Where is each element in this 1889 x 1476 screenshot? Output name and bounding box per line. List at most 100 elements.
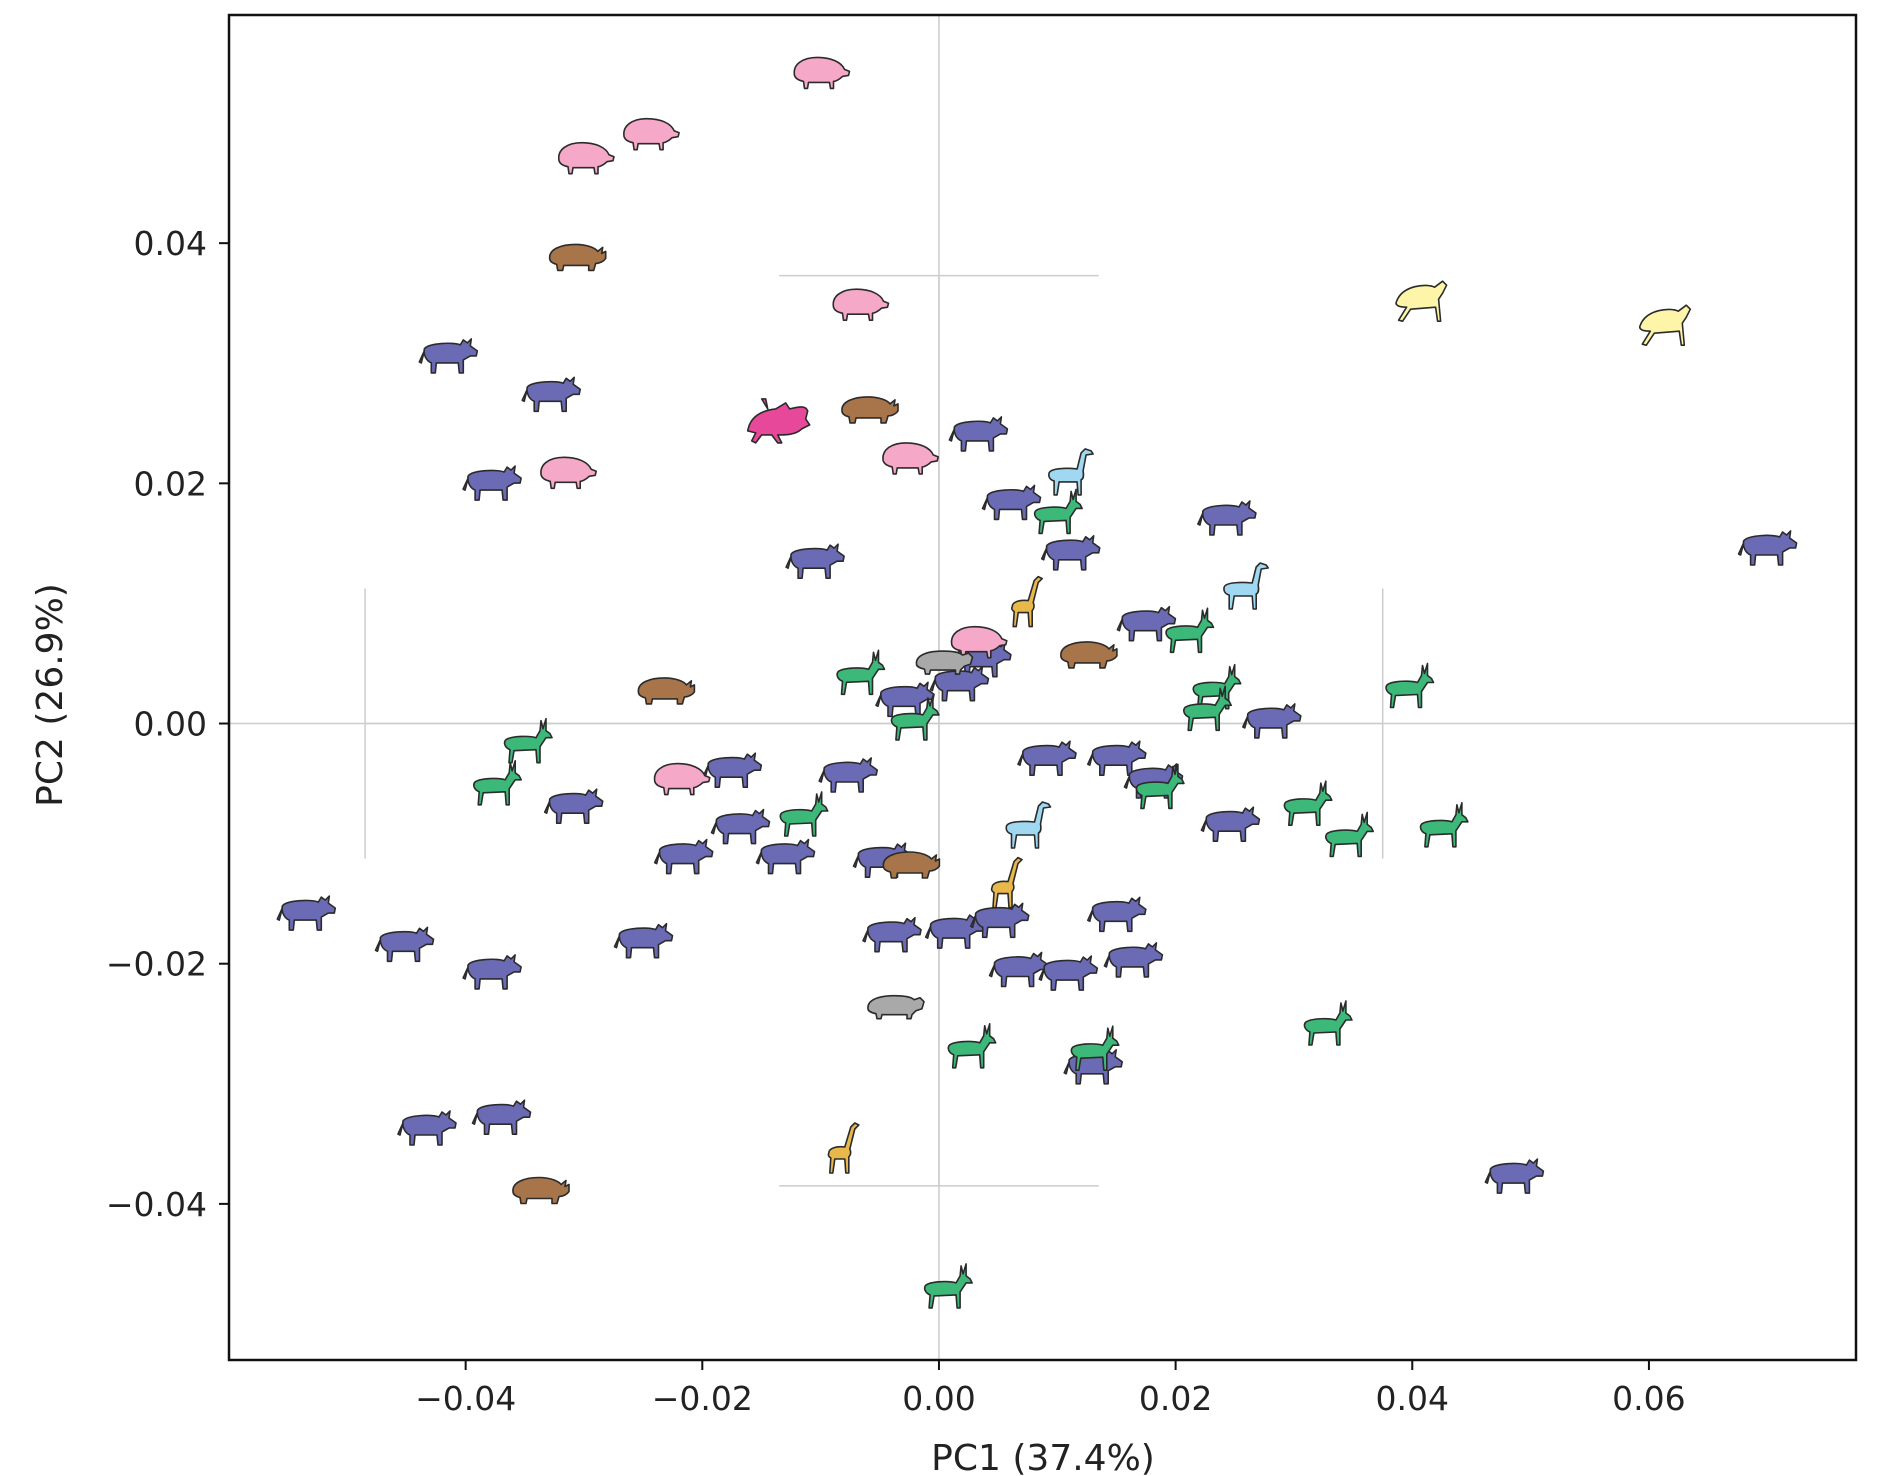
deer-point xyxy=(1033,488,1083,535)
series-magenta xyxy=(746,398,811,444)
giraffe-point xyxy=(990,856,1023,909)
bovid-point xyxy=(462,954,522,990)
deer-point xyxy=(1303,1000,1353,1046)
bovid-point xyxy=(462,465,522,501)
bovid-point xyxy=(1242,703,1302,739)
llama-point xyxy=(1005,801,1052,849)
y-axis-ticks: −0.04 −0.02 0.00 0.02 0.04 xyxy=(106,224,229,1224)
series-bovid xyxy=(276,338,1798,1194)
bovid-point xyxy=(1116,605,1177,642)
error-bars xyxy=(364,274,1384,1187)
bovid-point xyxy=(1040,534,1101,571)
x-tick-label: 0.00 xyxy=(902,1379,975,1418)
deer-point xyxy=(1165,607,1215,654)
deer-point xyxy=(1070,1025,1120,1071)
deer-point xyxy=(947,1023,997,1069)
bovid-point xyxy=(1200,806,1261,843)
bovid-point xyxy=(929,665,990,702)
bovid-point xyxy=(818,757,879,793)
bovid-point xyxy=(1038,955,1099,991)
bovid-point xyxy=(981,484,1042,521)
data-points xyxy=(276,56,1798,1309)
series-cervid xyxy=(473,488,1469,1309)
bovid-point xyxy=(653,838,714,875)
pig-point xyxy=(832,288,890,322)
rhino-point xyxy=(841,396,899,424)
bovid-point xyxy=(948,416,1009,452)
bovid-point xyxy=(1017,740,1077,777)
deer-point xyxy=(836,649,886,696)
y-tick-label: 0.04 xyxy=(134,224,207,263)
rhino-point xyxy=(882,851,941,879)
deer-point xyxy=(779,791,829,837)
bovid-point xyxy=(755,838,816,875)
grazer-point xyxy=(1395,280,1448,323)
deer-point xyxy=(1419,801,1469,848)
bovid-point xyxy=(924,913,985,949)
rhino-point xyxy=(637,677,696,705)
rhino-point xyxy=(548,243,607,272)
deer-point xyxy=(1325,811,1374,858)
pig-point xyxy=(623,117,680,151)
deer-point xyxy=(1135,763,1185,810)
bovid-point xyxy=(374,926,435,963)
series-gray xyxy=(867,650,974,1020)
grazer-point xyxy=(1639,304,1692,347)
x-axis-label: PC1 (37.4%) xyxy=(931,1438,1155,1476)
x-tick-label: 0.04 xyxy=(1376,1379,1449,1418)
llama-point xyxy=(1223,562,1269,610)
bovid-point xyxy=(1087,896,1147,933)
y-tick-label: −0.04 xyxy=(106,1185,207,1224)
rhino-point xyxy=(512,1176,570,1205)
deer-point xyxy=(503,717,553,764)
deer-point xyxy=(1283,780,1333,827)
bovid-point xyxy=(1197,500,1257,536)
pig-point xyxy=(793,56,851,90)
x-tick-label: −0.04 xyxy=(415,1379,516,1418)
deer-point xyxy=(473,759,523,806)
y-tick-label: 0.02 xyxy=(134,464,207,503)
bovid-point xyxy=(543,788,604,825)
boar-point xyxy=(746,398,811,444)
series-yellow xyxy=(1395,280,1692,347)
deer-point xyxy=(1385,662,1435,709)
plot-frame xyxy=(227,13,1858,1362)
series-suid xyxy=(540,56,1008,796)
x-tick-label: 0.02 xyxy=(1139,1379,1212,1418)
pig-point xyxy=(540,456,598,490)
y-tick-label: −0.02 xyxy=(106,945,207,984)
bovid-point xyxy=(1103,942,1164,978)
bovid-point xyxy=(785,543,845,580)
rhino-point xyxy=(1060,641,1118,669)
deer-point xyxy=(1183,685,1232,732)
pig-point xyxy=(557,141,615,175)
x-tick-label: −0.02 xyxy=(652,1379,753,1418)
series-camelid xyxy=(1005,448,1269,849)
bovid-point xyxy=(988,951,1049,988)
x-axis-ticks: −0.04 −0.02 0.00 0.02 0.04 0.06 xyxy=(415,1360,1686,1418)
giraffe-point xyxy=(1011,575,1043,628)
bovid-point xyxy=(276,895,337,931)
bovid-point xyxy=(613,922,674,959)
hippo-point xyxy=(867,994,925,1020)
bovid-point xyxy=(1737,530,1798,566)
deer-point xyxy=(923,1263,973,1309)
pig-point xyxy=(653,762,711,796)
x-tick-label: 0.06 xyxy=(1612,1379,1685,1418)
bovid-point xyxy=(875,681,935,718)
bovid-point xyxy=(969,902,1030,939)
bovid-point xyxy=(1087,740,1147,777)
series-giraffid xyxy=(827,575,1043,1174)
pig-point xyxy=(950,625,1008,659)
bovid-point xyxy=(1484,1158,1545,1194)
series-rhino_hippo_equid xyxy=(512,243,1118,1205)
y-tick-label: 0.00 xyxy=(134,705,207,744)
bovid-point xyxy=(471,1099,532,1135)
deer-point xyxy=(1192,663,1242,710)
bovid-point xyxy=(710,808,771,845)
pig-point xyxy=(882,442,940,475)
hippo-point xyxy=(915,650,974,675)
deer-point xyxy=(890,695,940,741)
